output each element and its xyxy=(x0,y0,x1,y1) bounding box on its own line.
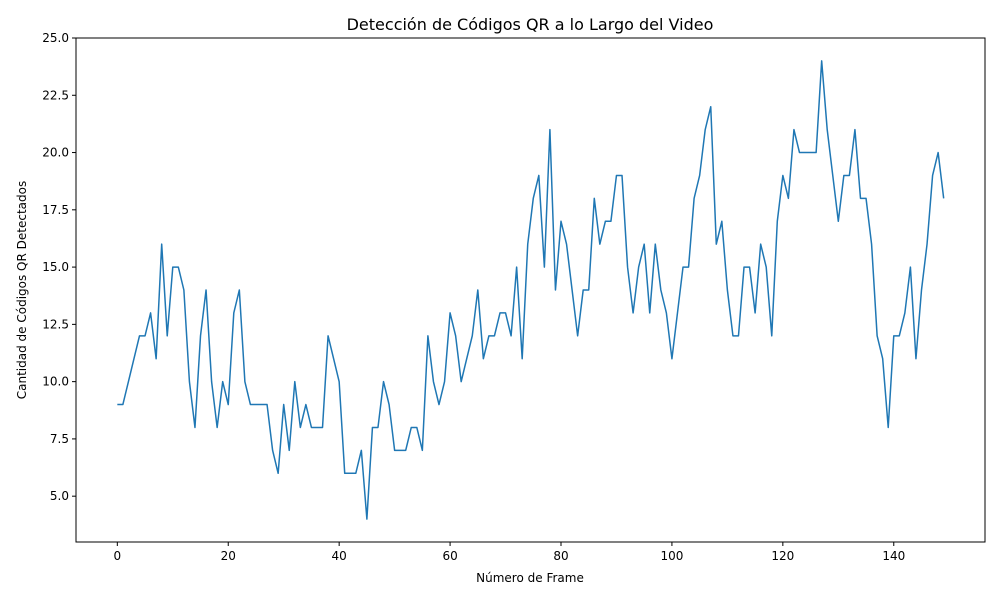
plot-area xyxy=(117,60,945,520)
x-tick-label: 120 xyxy=(771,549,794,563)
y-tick-label: 10.0 xyxy=(42,375,69,389)
x-tick-label: 20 xyxy=(221,549,236,563)
y-axis-label: Cantidad de Códigos QR Detectados xyxy=(15,181,29,399)
y-tick-label: 5.0 xyxy=(50,489,69,503)
x-tick-label: 40 xyxy=(332,549,347,563)
y-tick-label: 12.5 xyxy=(42,317,69,331)
series-line-0 xyxy=(117,60,945,520)
plot-frame xyxy=(75,37,986,543)
x-tick-label: 0 xyxy=(113,549,121,563)
y-tick-label: 17.5 xyxy=(42,203,69,217)
x-tick-label: 140 xyxy=(882,549,905,563)
x-axis-label: Número de Frame xyxy=(476,571,584,585)
y-tick-label: 20.0 xyxy=(42,146,69,160)
y-tick-label: 15.0 xyxy=(42,260,69,274)
x-axis: 0 20 40 60 80 100 120 140 xyxy=(113,542,905,563)
chart-title: Detección de Códigos QR a lo Largo del V… xyxy=(347,15,714,34)
x-tick-label: 60 xyxy=(442,549,457,563)
y-tick-label: 7.5 xyxy=(50,432,69,446)
y-tick-label: 22.5 xyxy=(42,88,69,102)
x-tick-label: 100 xyxy=(660,549,683,563)
x-tick-label: 80 xyxy=(553,549,568,563)
y-axis: 5.0 7.5 10.0 12.5 15.0 17.5 20.0 22.5 25.0 xyxy=(42,31,76,503)
y-tick-label: 25.0 xyxy=(42,31,69,45)
